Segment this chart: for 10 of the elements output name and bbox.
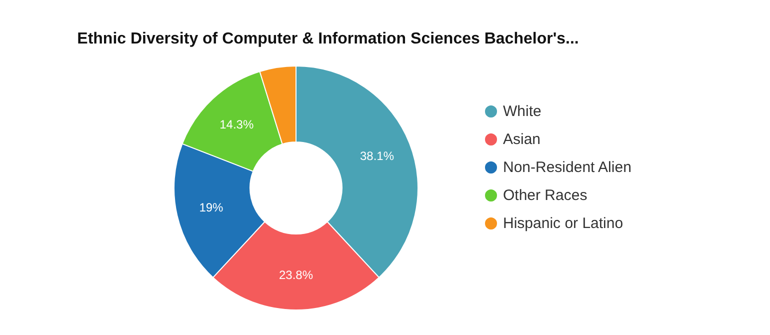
legend-label: Asian [503,131,541,148]
data-label: 23.8% [278,268,314,282]
data-label: 38.1% [360,149,394,164]
legend-label: Hispanic or Latino [503,215,624,232]
chart-title: Ethnic Diversity of Computer & Information Sciences Bachelor's... [77,30,579,48]
legend-label: White [503,103,542,120]
legend-label: Other Races [503,187,588,204]
data-label: 19% [199,200,224,215]
legend-label: Non-Resident Alien [503,159,632,176]
data-label: 14.3% [220,117,254,132]
